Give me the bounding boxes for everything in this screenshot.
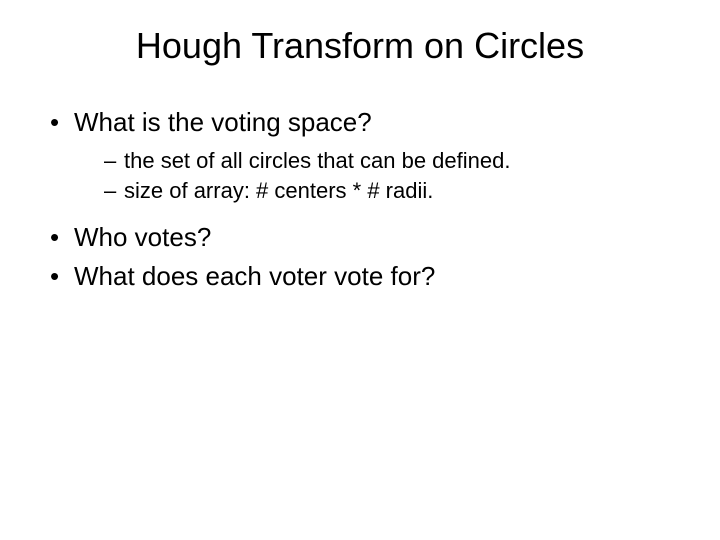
bullet-text: Who votes?: [74, 222, 211, 252]
bullet-item: What does each voter vote for?: [50, 261, 680, 292]
bullet-item: What is the voting space? the set of all…: [50, 107, 680, 204]
bullet-item: Who votes?: [50, 222, 680, 253]
slide-title: Hough Transform on Circles: [40, 25, 680, 67]
bullet-text: What does each voter vote for?: [74, 261, 435, 291]
bullet-list: What is the voting space? the set of all…: [40, 107, 680, 292]
sub-list: the set of all circles that can be defin…: [74, 148, 680, 204]
sub-text: the set of all circles that can be defin…: [124, 148, 510, 173]
sub-item: size of array: # centers * # radii.: [104, 178, 680, 204]
sub-item: the set of all circles that can be defin…: [104, 148, 680, 174]
bullet-text: What is the voting space?: [74, 107, 372, 137]
sub-text: size of array: # centers * # radii.: [124, 178, 433, 203]
